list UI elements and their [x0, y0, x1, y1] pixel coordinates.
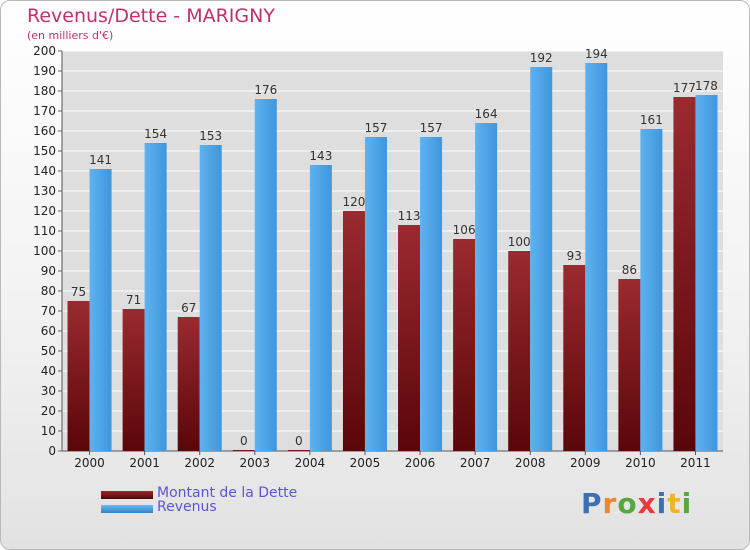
data-label-dette: 177 [673, 81, 696, 95]
bar-dette [618, 279, 641, 451]
y-tick-label: 10 [41, 424, 56, 438]
x-tick-label: 2011 [680, 456, 711, 470]
data-label-revenus: 153 [199, 129, 222, 143]
legend-label-dette: Montant de la Dette [157, 485, 298, 501]
data-label-dette: 0 [240, 434, 248, 448]
y-tick-label: 100 [33, 244, 56, 258]
y-tick-label: 160 [33, 124, 56, 138]
bar-revenus [144, 143, 167, 451]
data-label-revenus: 194 [585, 47, 608, 61]
bar-dette [177, 317, 200, 451]
data-label-dette: 100 [508, 235, 531, 249]
data-label-dette: 93 [567, 249, 582, 263]
y-tick-label: 30 [41, 384, 56, 398]
bar-revenus [309, 165, 332, 451]
data-label-dette: 71 [126, 293, 141, 307]
y-tick-label: 170 [33, 104, 56, 118]
bar-dette [122, 309, 145, 451]
x-tick-label: 2008 [515, 456, 546, 470]
x-tick-label: 2006 [405, 456, 436, 470]
x-tick-label: 2009 [570, 456, 601, 470]
y-tick-label: 40 [41, 364, 56, 378]
x-tick-label: 2000 [74, 456, 105, 470]
bar-dette [232, 450, 255, 451]
bar-revenus [254, 99, 277, 451]
y-tick-label: 180 [33, 84, 56, 98]
data-label-revenus: 192 [530, 51, 553, 65]
data-label-revenus: 178 [695, 79, 718, 93]
chart-title: Revenus/Dette - MARIGNY [27, 5, 275, 27]
legend-swatch-dette [101, 491, 153, 499]
x-tick-label: 2004 [295, 456, 326, 470]
y-tick-label: 200 [33, 44, 56, 58]
y-tick-label: 90 [41, 264, 56, 278]
data-label-dette: 0 [295, 434, 303, 448]
bar-revenus [695, 95, 718, 451]
proxiti-logo: Proxiti [581, 487, 693, 520]
y-tick-label: 150 [33, 144, 56, 158]
data-label-revenus: 154 [144, 127, 167, 141]
x-tick-label: 2001 [129, 456, 160, 470]
data-label-revenus: 161 [640, 113, 663, 127]
bar-revenus [89, 169, 112, 451]
data-label-dette: 67 [181, 301, 196, 315]
bar-revenus [475, 123, 498, 451]
bar-dette [342, 211, 365, 451]
chart-subtitle: (en milliers d'€) [27, 29, 114, 42]
data-label-dette: 113 [398, 209, 421, 223]
bar-revenus [199, 145, 222, 451]
bar-revenus [364, 137, 387, 451]
y-tick-label: 70 [41, 304, 56, 318]
y-tick-label: 120 [33, 204, 56, 218]
data-label-revenus: 164 [475, 107, 498, 121]
y-tick-label: 140 [33, 164, 56, 178]
bar-dette [287, 450, 310, 451]
data-label-dette: 75 [71, 285, 86, 299]
x-tick-label: 2002 [184, 456, 215, 470]
bar-dette [508, 251, 531, 451]
y-tick-label: 20 [41, 404, 56, 418]
y-tick-label: 130 [33, 184, 56, 198]
bar-revenus [585, 63, 608, 451]
y-tick-label: 50 [41, 344, 56, 358]
x-tick-label: 2010 [625, 456, 656, 470]
x-tick-label: 2007 [460, 456, 491, 470]
x-tick-label: 2005 [350, 456, 381, 470]
y-tick-label: 60 [41, 324, 56, 338]
data-label-revenus: 157 [420, 121, 443, 135]
bar-revenus [420, 137, 443, 451]
bar-revenus [530, 67, 553, 451]
y-tick-label: 80 [41, 284, 56, 298]
y-tick-label: 110 [33, 224, 56, 238]
bar-dette [453, 239, 476, 451]
data-label-dette: 106 [453, 223, 476, 237]
bar-dette [67, 301, 90, 451]
data-label-revenus: 141 [89, 153, 112, 167]
data-label-dette: 120 [343, 195, 366, 209]
bar-dette [398, 225, 421, 451]
bar-revenus [640, 129, 663, 451]
x-tick-label: 2003 [240, 456, 271, 470]
y-tick-label: 190 [33, 64, 56, 78]
legend-label-revenus: Revenus [157, 499, 217, 515]
data-label-revenus: 143 [309, 149, 332, 163]
y-tick-label: 0 [48, 444, 56, 458]
bar-dette [563, 265, 586, 451]
data-label-revenus: 176 [254, 83, 277, 97]
bar-dette [673, 97, 696, 451]
data-label-dette: 86 [622, 263, 637, 277]
data-label-revenus: 157 [365, 121, 388, 135]
legend-swatch-revenus [101, 505, 153, 513]
